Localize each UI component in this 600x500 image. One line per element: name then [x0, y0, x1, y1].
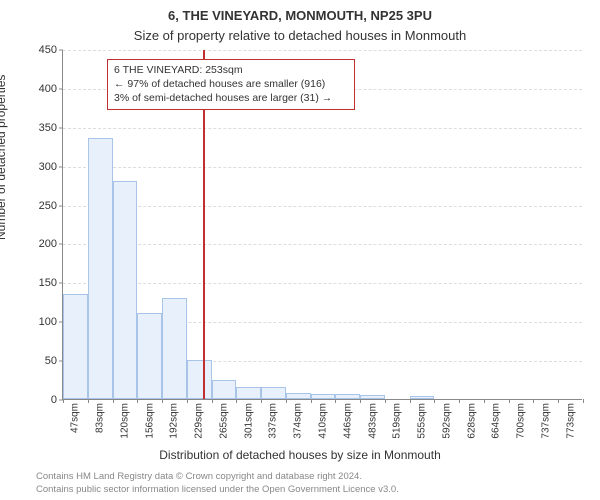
- x-tick-label: 47sqm: [70, 403, 81, 433]
- x-tick-mark: [286, 399, 287, 403]
- x-tick-label: 192sqm: [169, 403, 180, 439]
- annotation-box: 6 THE VINEYARD: 253sqm ← 97% of detached…: [107, 59, 355, 110]
- plot-area: 05010015020025030035040045047sqm83sqm120…: [62, 50, 582, 400]
- x-tick-mark: [113, 399, 114, 403]
- y-tick-mark: [59, 205, 63, 206]
- x-tick-mark: [311, 399, 312, 403]
- y-axis-label: Number of detached properties: [0, 75, 8, 240]
- x-tick-label: 737sqm: [540, 403, 551, 439]
- histogram-bar: [311, 394, 336, 399]
- x-tick-mark: [137, 399, 138, 403]
- x-tick-mark: [335, 399, 336, 403]
- x-tick-label: 773sqm: [565, 403, 576, 439]
- x-tick-label: 229sqm: [194, 403, 205, 439]
- annotation-line-3: 3% of semi-detached houses are larger (3…: [114, 91, 348, 105]
- x-tick-label: 265sqm: [218, 403, 229, 439]
- y-tick-label: 350: [39, 122, 57, 134]
- x-tick-mark: [385, 399, 386, 403]
- footnote-line-1: Contains HM Land Registry data © Crown c…: [36, 471, 399, 483]
- gridline: [63, 128, 582, 129]
- histogram-bar: [286, 393, 311, 399]
- annotation-line-2: ← 97% of detached houses are smaller (91…: [114, 77, 348, 91]
- histogram-bar: [187, 360, 212, 399]
- histogram-bar: [162, 298, 187, 399]
- x-tick-mark: [484, 399, 485, 403]
- y-tick-label: 0: [51, 394, 57, 406]
- gridline: [63, 283, 582, 284]
- y-tick-label: 100: [39, 316, 57, 328]
- x-tick-mark: [533, 399, 534, 403]
- histogram-bar: [63, 294, 88, 399]
- y-tick-mark: [59, 88, 63, 89]
- y-tick-label: 200: [39, 238, 57, 250]
- x-tick-label: 337sqm: [268, 403, 279, 439]
- x-tick-label: 83sqm: [95, 403, 106, 433]
- y-tick-label: 300: [39, 161, 57, 173]
- x-axis-label: Distribution of detached houses by size …: [0, 448, 600, 462]
- histogram-bar: [261, 387, 286, 399]
- x-tick-mark: [410, 399, 411, 403]
- x-tick-label: 592sqm: [441, 403, 452, 439]
- histogram-bar: [113, 181, 138, 399]
- y-tick-label: 450: [39, 44, 57, 56]
- x-tick-mark: [88, 399, 89, 403]
- x-tick-mark: [434, 399, 435, 403]
- histogram-bar: [236, 387, 261, 399]
- gridline: [63, 50, 582, 51]
- x-tick-label: 700sqm: [516, 403, 527, 439]
- x-tick-label: 628sqm: [466, 403, 477, 439]
- x-tick-mark: [558, 399, 559, 403]
- x-tick-label: 374sqm: [293, 403, 304, 439]
- y-tick-label: 150: [39, 277, 57, 289]
- histogram-bar: [88, 138, 113, 399]
- histogram-bar: [360, 395, 385, 399]
- x-tick-mark: [187, 399, 188, 403]
- histogram-bar: [410, 396, 435, 399]
- x-tick-mark: [583, 399, 584, 403]
- annotation-line-1: 6 THE VINEYARD: 253sqm: [114, 63, 348, 77]
- y-tick-mark: [59, 50, 63, 51]
- x-tick-label: 483sqm: [367, 403, 378, 439]
- x-tick-mark: [162, 399, 163, 403]
- title-sub: Size of property relative to detached ho…: [0, 28, 600, 43]
- x-tick-label: 410sqm: [318, 403, 329, 439]
- x-tick-label: 156sqm: [144, 403, 155, 439]
- title-main: 6, THE VINEYARD, MONMOUTH, NP25 3PU: [0, 8, 600, 23]
- x-tick-label: 664sqm: [491, 403, 502, 439]
- x-tick-label: 446sqm: [342, 403, 353, 439]
- histogram-bar: [137, 313, 162, 399]
- x-tick-mark: [63, 399, 64, 403]
- footnote: Contains HM Land Registry data © Crown c…: [36, 471, 399, 496]
- x-tick-label: 120sqm: [119, 403, 130, 439]
- gridline: [63, 167, 582, 168]
- y-tick-mark: [59, 283, 63, 284]
- y-tick-label: 400: [39, 83, 57, 95]
- y-tick-mark: [59, 166, 63, 167]
- x-tick-label: 555sqm: [417, 403, 428, 439]
- x-tick-mark: [360, 399, 361, 403]
- y-tick-label: 50: [45, 355, 57, 367]
- histogram-bar: [335, 394, 360, 399]
- x-tick-label: 519sqm: [392, 403, 403, 439]
- x-tick-label: 301sqm: [243, 403, 254, 439]
- gridline: [63, 206, 582, 207]
- y-tick-label: 250: [39, 200, 57, 212]
- x-tick-mark: [261, 399, 262, 403]
- histogram-bar: [212, 380, 237, 399]
- y-tick-mark: [59, 127, 63, 128]
- chart-container: 6, THE VINEYARD, MONMOUTH, NP25 3PU Size…: [0, 0, 600, 500]
- x-tick-mark: [212, 399, 213, 403]
- x-tick-mark: [236, 399, 237, 403]
- footnote-line-2: Contains public sector information licen…: [36, 484, 399, 496]
- x-tick-mark: [459, 399, 460, 403]
- gridline: [63, 244, 582, 245]
- x-tick-mark: [509, 399, 510, 403]
- y-tick-mark: [59, 244, 63, 245]
